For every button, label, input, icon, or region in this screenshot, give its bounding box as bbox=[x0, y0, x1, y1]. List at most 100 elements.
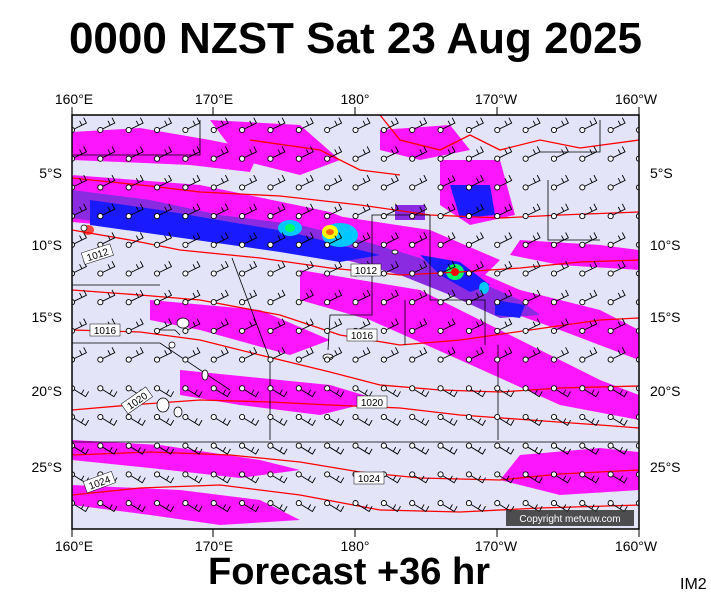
wind-barb bbox=[522, 203, 541, 220]
wind-barb bbox=[494, 146, 513, 162]
wind-barb bbox=[550, 318, 569, 334]
lon-label: 160°E bbox=[55, 538, 93, 554]
wind-barb bbox=[295, 471, 316, 484]
wind-barb bbox=[409, 385, 430, 398]
wind-barb bbox=[295, 261, 314, 277]
wind-barb bbox=[324, 261, 343, 277]
wind-barb bbox=[239, 261, 258, 277]
wind-barb bbox=[380, 347, 399, 363]
wind-barb bbox=[607, 261, 626, 277]
wind-barb bbox=[239, 232, 258, 248]
copyright-box: Copyright metvuw.com bbox=[506, 510, 634, 526]
wind-barb bbox=[550, 500, 571, 513]
wind-barb bbox=[409, 347, 428, 363]
wind-barb bbox=[267, 117, 286, 134]
wind-barb bbox=[437, 261, 456, 277]
rain-core bbox=[72, 185, 540, 318]
wind-barb bbox=[210, 203, 229, 220]
isobar-labels: 1012 1012 1016 1016 1020 1020 1024 1024 bbox=[80, 243, 388, 494]
wind-barb bbox=[550, 442, 571, 455]
wind-barb bbox=[380, 174, 399, 191]
wind-barb bbox=[409, 174, 428, 191]
wind-barb bbox=[267, 413, 288, 426]
wind-barb bbox=[494, 117, 513, 134]
wind-barb bbox=[437, 500, 458, 513]
wind-barb bbox=[153, 203, 173, 220]
wind-barb bbox=[267, 203, 286, 220]
wind-barb bbox=[182, 500, 203, 513]
wind-barb bbox=[210, 232, 229, 248]
wind-barb bbox=[607, 146, 626, 162]
wind-barb bbox=[239, 471, 260, 484]
wind-barb bbox=[494, 471, 515, 484]
wind-barb bbox=[579, 146, 598, 162]
wind-barb bbox=[324, 289, 343, 306]
isobar-label: 1024 bbox=[358, 474, 381, 485]
map-title: 0000 NZST Sat 23 Aug 2025 bbox=[68, 14, 643, 63]
wind-barb bbox=[380, 413, 401, 426]
wind-barb bbox=[522, 347, 541, 363]
wind-barb bbox=[579, 174, 598, 191]
wind-barb bbox=[607, 117, 626, 134]
wind-barb bbox=[409, 318, 428, 334]
wind-barb bbox=[522, 318, 541, 334]
wind-barb bbox=[125, 347, 144, 363]
wind-barb bbox=[153, 471, 175, 484]
wind-barb bbox=[324, 500, 345, 513]
wind-barb bbox=[380, 261, 399, 277]
wind-barb bbox=[494, 232, 513, 248]
wind-barb bbox=[267, 232, 286, 248]
wind-barb bbox=[352, 174, 371, 191]
wind-barb bbox=[295, 413, 316, 426]
wind-barb bbox=[210, 442, 231, 455]
lon-label: 170°E bbox=[195, 538, 233, 554]
wind-barb bbox=[125, 500, 146, 513]
wind-barb bbox=[522, 146, 541, 162]
wind-barb bbox=[494, 261, 513, 277]
wind-barb bbox=[153, 385, 175, 398]
wind-barb bbox=[579, 347, 598, 363]
wind-barb bbox=[210, 289, 229, 306]
wind-barb bbox=[182, 203, 201, 220]
wind-barb bbox=[494, 289, 513, 306]
wind-barb bbox=[465, 413, 486, 426]
wind-barb bbox=[494, 203, 513, 220]
wind-barb bbox=[607, 413, 628, 426]
lat-label: 10°S bbox=[31, 237, 62, 253]
lon-label: 170°W bbox=[475, 91, 518, 107]
lat-label: 5°S bbox=[39, 165, 62, 181]
wind-barb bbox=[182, 261, 201, 277]
wind-barb bbox=[267, 442, 288, 455]
wind-barb bbox=[239, 174, 258, 191]
wind-barb bbox=[210, 174, 229, 191]
wind-barb bbox=[97, 289, 116, 306]
isobar-label: 1020 bbox=[361, 398, 384, 409]
wind-barb bbox=[97, 442, 118, 455]
lat-label: 20°S bbox=[650, 383, 681, 399]
wind-barb bbox=[153, 174, 173, 191]
wind-barb bbox=[550, 261, 569, 277]
wind-barb bbox=[153, 500, 175, 513]
wind-barb bbox=[409, 203, 428, 220]
wind-barb bbox=[437, 471, 458, 484]
wind-barb bbox=[125, 471, 146, 484]
wind-barb bbox=[97, 413, 118, 426]
wind-barb bbox=[579, 261, 598, 277]
wind-barb bbox=[465, 385, 486, 398]
wind-barb bbox=[607, 318, 626, 334]
wind-barb bbox=[409, 471, 430, 484]
wind-barb bbox=[239, 203, 258, 220]
wind-barb bbox=[324, 413, 345, 426]
wind-barb bbox=[267, 146, 286, 162]
wind-barb bbox=[607, 347, 626, 363]
wind-barb bbox=[267, 261, 286, 277]
lon-labels-top: 160°E 170°E 180° 170°W 160°W bbox=[55, 91, 658, 107]
wind-barb bbox=[182, 232, 201, 248]
wind-barb bbox=[125, 318, 144, 334]
wind-barb bbox=[437, 318, 456, 334]
wind-barb bbox=[97, 347, 116, 363]
wind-barb bbox=[352, 385, 373, 398]
wind-barb bbox=[125, 261, 144, 277]
wind-barb bbox=[579, 385, 600, 398]
wind-barb bbox=[97, 500, 118, 513]
